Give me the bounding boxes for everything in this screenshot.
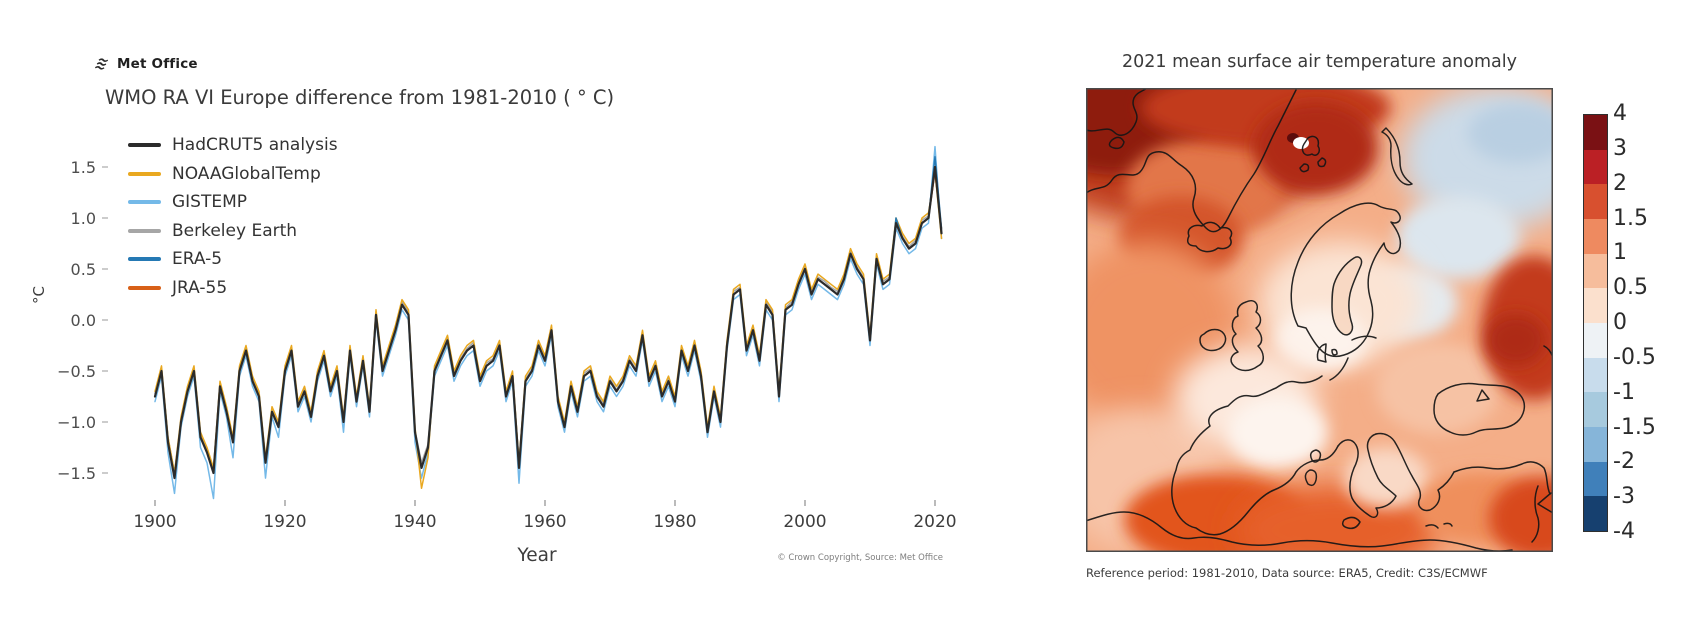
x-axis-label: Year <box>517 545 557 566</box>
colorbar <box>1583 114 1608 532</box>
colorbar-segment <box>1584 115 1607 150</box>
colorbar-segment <box>1584 184 1607 220</box>
y-tick-label: −1.5 <box>57 464 96 483</box>
x-tick-label: 1940 <box>393 512 436 532</box>
met-office-waves-icon <box>95 58 109 70</box>
map-caption: Reference period: 1981-2010, Data source… <box>1086 566 1488 580</box>
legend-swatch <box>128 228 161 233</box>
colorbar-segment <box>1584 357 1607 393</box>
legend-item: Berkeley Earth <box>128 217 338 246</box>
x-tick-label: 2000 <box>783 512 826 532</box>
colorbar-tick-label: -2 <box>1613 449 1635 475</box>
coastlines <box>1086 88 1553 552</box>
chart-legend: HadCRUT5 analysis NOAAGlobalTemp GISTEMP Be… <box>128 131 338 302</box>
colorbar-tick-label: 1 <box>1613 240 1627 266</box>
legend-label: ERA-5 <box>172 249 223 270</box>
legend-label: JRA-55 <box>172 277 228 298</box>
coastline-gulf-of-bothnia <box>1331 256 1363 336</box>
y-tick-label: 0.0 <box>71 311 96 330</box>
legend-swatch <box>128 200 161 205</box>
legend-label: GISTEMP <box>172 192 248 213</box>
y-tick-label: 1.5 <box>71 158 96 177</box>
y-tick-label: −0.5 <box>57 362 96 381</box>
legend-item: GISTEMP <box>128 188 338 217</box>
met-office-logo-text: Met Office <box>117 56 198 72</box>
coastline-black-sea <box>1433 382 1526 436</box>
legend-swatch <box>128 285 161 290</box>
colorbar-tick-label: -4 <box>1613 519 1635 544</box>
chart-title: WMO RA VI Europe difference from 1981-20… <box>105 86 615 109</box>
x-tick-label: 1900 <box>133 512 176 532</box>
colorbar-segment <box>1584 219 1607 254</box>
colorbar-segment <box>1584 253 1607 289</box>
met-office-logo: Met Office <box>95 56 198 72</box>
coastline-great-britain <box>1230 300 1264 372</box>
y-tick-label: −1.0 <box>57 413 96 432</box>
legend-item: ERA-5 <box>128 245 338 274</box>
y-tick-label: 1.0 <box>71 209 96 228</box>
x-tick-label: 1920 <box>263 512 306 532</box>
colorbar-tick-label: 3 <box>1613 135 1627 161</box>
x-tick-label: 1980 <box>653 512 696 532</box>
copyright-note: © Crown Copyright, Source: Met Office <box>777 553 943 563</box>
coastline-levant-k-mark <box>1531 485 1553 543</box>
colorbar-tick-label: 0.5 <box>1613 275 1648 301</box>
colorbar-segment <box>1584 323 1607 358</box>
legend-label: NOAAGlobalTemp <box>172 163 321 184</box>
timeseries-chart: 1.5 1.0 0.5 0.0 −0.5 −1.0 −1.5 1900 1920 1940 1960… <box>57 145 957 532</box>
anomaly-field <box>1086 88 1553 552</box>
colorbar-segment <box>1584 149 1607 185</box>
coastline-gulf-of-finland <box>1329 335 1377 381</box>
colorbar-segment <box>1584 461 1607 497</box>
colorbar-tick-label: -0.5 <box>1613 344 1656 370</box>
legend-swatch <box>128 257 161 262</box>
map-title: 2021 mean surface air temperature anomal… <box>1122 52 1517 72</box>
colorbar-segment <box>1584 496 1607 532</box>
legend-item: JRA-55 <box>128 274 338 303</box>
coastline-novaya-zemlya <box>1381 127 1413 186</box>
map-border <box>1086 88 1553 552</box>
coastline-italy <box>1337 433 1397 519</box>
y-tick-label: 0.5 <box>71 260 96 279</box>
coastline-island-small <box>1108 136 1125 150</box>
coastline-scandinavia <box>1290 202 1402 358</box>
colorbar-tick-label: -3 <box>1613 484 1635 510</box>
legend-swatch <box>128 143 161 148</box>
colorbar-segment <box>1584 288 1607 324</box>
coastline-sicily-sardinia-corsica <box>1304 449 1361 530</box>
legend-label: HadCRUT5 analysis <box>172 135 338 156</box>
coastline-balkans-greece <box>1375 432 1455 512</box>
colorbar-labels: 4 3 2 1.5 1 0.5 0 -0.5 -1 -1.5 -2 -3 -4 <box>1613 103 1673 543</box>
coastline-iceland <box>1186 221 1233 253</box>
x-tick-label: 1960 <box>523 512 566 532</box>
coastline-turkey-levant <box>1453 461 1551 495</box>
anomaly-map <box>1086 88 1553 552</box>
coastline-atlantic-iberia-med <box>1171 375 1339 536</box>
coastline-ireland <box>1199 328 1227 352</box>
legend-label: Berkeley Earth <box>172 220 298 241</box>
coastline-crete-aegean <box>1425 522 1453 529</box>
colorbar-tick-label: 2 <box>1613 170 1627 196</box>
colorbar-tick-label: 4 <box>1613 101 1627 126</box>
coastline-caspian-edge <box>1543 345 1553 386</box>
colorbar-segment <box>1584 392 1607 428</box>
colorbar-tick-label: 0 <box>1613 310 1627 335</box>
y-axis-label: °C <box>29 286 48 304</box>
coastline-svalbard <box>1299 135 1327 173</box>
colorbar-tick-label: 1.5 <box>1613 205 1648 231</box>
colorbar-tick-label: -1 <box>1613 379 1635 405</box>
coastline-greenland-north <box>1086 88 1148 136</box>
colorbar-segment <box>1584 427 1607 462</box>
coastline-denmark <box>1316 343 1338 363</box>
series-line-jra-55 <box>531 171 943 433</box>
coastline-north-africa <box>1086 511 1513 552</box>
legend-swatch <box>128 171 161 176</box>
series-line-hadcrut5-analysis <box>153 165 943 480</box>
colorbar-tick-label: -1.5 <box>1613 414 1656 440</box>
legend-item: NOAAGlobalTemp <box>128 160 338 189</box>
legend-item: HadCRUT5 analysis <box>128 131 338 160</box>
coastline-greenland <box>1086 89 1297 233</box>
x-tick-label: 2020 <box>913 512 956 532</box>
